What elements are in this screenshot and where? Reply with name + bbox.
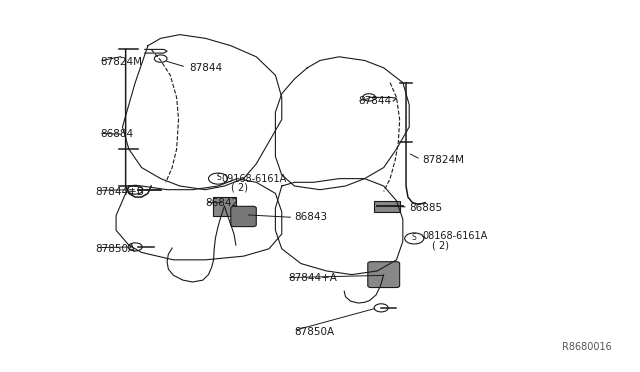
Text: ( 2): ( 2) [431,240,449,250]
Text: 86885: 86885 [409,203,442,213]
Text: 86842: 86842 [205,198,239,208]
Text: 09168-6161A: 09168-6161A [221,174,287,184]
Text: 87850A: 87850A [96,244,136,254]
FancyBboxPatch shape [231,206,256,227]
Bar [374,201,399,212]
Text: 87844: 87844 [189,63,223,73]
Text: R8680016: R8680016 [562,342,612,352]
Text: 87844: 87844 [358,96,391,106]
Text: 87824M: 87824M [422,155,464,165]
Text: S: S [217,173,221,182]
Text: 86843: 86843 [294,212,328,222]
Text: 08168-6161A: 08168-6161A [422,231,487,241]
Text: 87850A: 87850A [294,327,335,337]
Text: 86884: 86884 [100,129,133,139]
Bar [213,197,236,215]
FancyBboxPatch shape [368,262,399,288]
Text: S: S [412,233,417,242]
Text: 87844+B: 87844+B [96,186,145,196]
Text: ( 2): ( 2) [231,183,248,193]
Text: 87824M: 87824M [100,57,142,67]
Text: 87844+A: 87844+A [288,273,337,283]
